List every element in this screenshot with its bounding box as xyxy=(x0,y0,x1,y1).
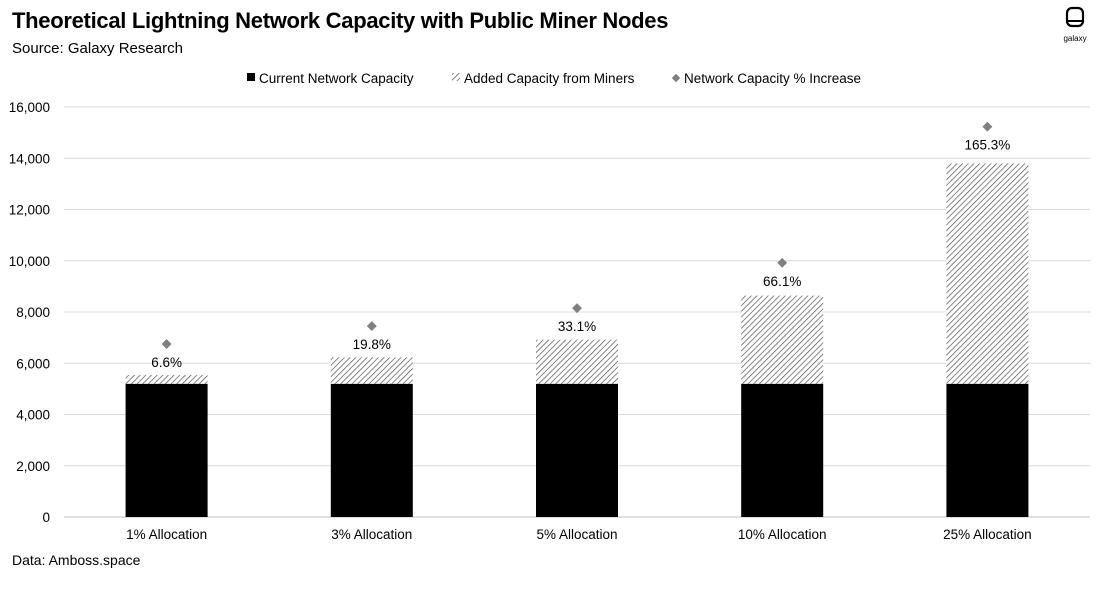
bar-added-capacity xyxy=(741,295,824,384)
x-tick-label: 3% Allocation xyxy=(331,527,412,542)
galaxy-logo-text: galaxy xyxy=(1063,34,1087,43)
marker-pct-increase xyxy=(366,321,377,332)
data-label-pct-increase: 165.3% xyxy=(965,138,1011,153)
y-tick-label: 0 xyxy=(42,510,50,525)
marker-pct-increase xyxy=(777,257,788,268)
legend-label-added: Added Capacity from Miners xyxy=(464,71,635,86)
y-tick-label: 4,000 xyxy=(16,408,50,423)
data-label-pct-increase: 33.1% xyxy=(558,319,596,334)
legend-label-current: Current Network Capacity xyxy=(259,71,414,86)
y-axis: 0 2,000 4,000 6,000 8,000 10,000 12,000 14,000 1… xyxy=(9,100,50,525)
bar-added-capacity xyxy=(946,163,1029,384)
x-tick-label: 10% Allocation xyxy=(738,527,827,542)
x-tick-label: 5% Allocation xyxy=(536,527,617,542)
marker-pct-increase xyxy=(161,339,172,349)
bar-current-capacity xyxy=(536,383,618,517)
galaxy-logo: galaxy xyxy=(1060,6,1090,43)
chart-title: Theoretical Lightning Network Capacity w… xyxy=(12,8,669,33)
y-tick-label: 6,000 xyxy=(16,356,50,371)
bar-current-capacity xyxy=(125,383,208,517)
bars xyxy=(125,163,1029,517)
bar-added-capacity xyxy=(536,339,618,384)
galaxy-logo-icon xyxy=(1065,6,1085,28)
legend-swatch-added xyxy=(452,73,460,81)
legend-label-marker: Network Capacity % Increase xyxy=(684,71,861,86)
data-label-pct-increase: 6.6% xyxy=(151,355,182,370)
x-tick-label: 25% Allocation xyxy=(943,527,1032,542)
y-tick-label: 14,000 xyxy=(9,151,50,166)
bar-current-capacity xyxy=(330,383,413,517)
legend-swatch-marker xyxy=(671,73,681,83)
bar-current-capacity xyxy=(946,383,1029,517)
chart-subtitle: Source: Galaxy Research xyxy=(12,40,183,57)
bar-added-capacity xyxy=(125,375,208,384)
marker-pct-increase xyxy=(572,303,582,314)
y-tick-label: 16,000 xyxy=(9,100,50,115)
markers: 6.6% 19.8% 33.1% 66.1% 165.3% xyxy=(151,121,1011,370)
data-label-pct-increase: 66.1% xyxy=(763,274,801,289)
data-label-pct-increase: 19.8% xyxy=(353,337,391,352)
y-tick-label: 12,000 xyxy=(9,203,50,218)
x-tick-label: 1% Allocation xyxy=(126,527,207,542)
bar-current-capacity xyxy=(741,383,824,517)
bar-added-capacity xyxy=(330,357,413,384)
legend-swatch-current xyxy=(247,73,255,81)
data-source-note: Data: Amboss.space xyxy=(12,552,141,568)
y-tick-label: 10,000 xyxy=(9,254,50,269)
marker-pct-increase xyxy=(982,121,993,132)
x-axis: 1% Allocation 3% Allocation 5% Allocation 1… xyxy=(126,527,1032,542)
y-tick-label: 2,000 xyxy=(16,459,50,474)
y-tick-label: 8,000 xyxy=(16,305,50,320)
legend: Current Network Capacity Added Capacity f… xyxy=(247,71,861,86)
